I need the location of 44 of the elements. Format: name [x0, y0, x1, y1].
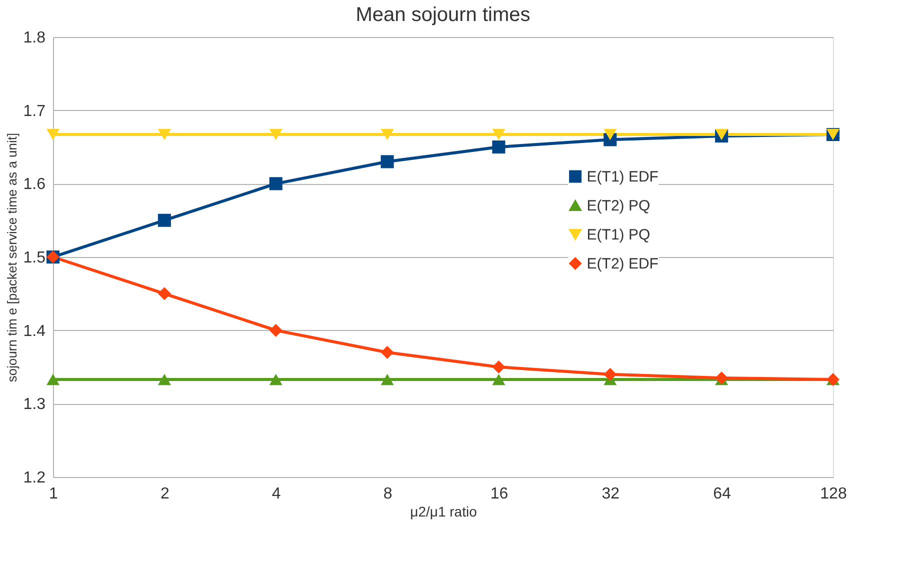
- point: [492, 374, 506, 386]
- point: [380, 128, 394, 140]
- point: [604, 128, 617, 140]
- x-tick-label: 32: [602, 486, 620, 502]
- y-tick-label: 1.2: [23, 470, 46, 486]
- x-tick-label: 2: [160, 486, 170, 502]
- point: [269, 128, 282, 140]
- y-tick-label: 1.7: [23, 102, 46, 120]
- legend-label: E(T2) PQ: [586, 198, 650, 214]
- point: [269, 374, 282, 386]
- chart-title: Mean sojourn times: [356, 4, 530, 26]
- point: [158, 214, 171, 227]
- legend-label: E(T1) PQ: [586, 226, 650, 244]
- x-tick-label: 4: [272, 486, 281, 502]
- point: [46, 128, 60, 140]
- point: [715, 371, 728, 385]
- point: [158, 287, 171, 300]
- point: [604, 368, 617, 381]
- point: [380, 155, 394, 168]
- point: [380, 374, 394, 386]
- y-tick-label: 1.6: [23, 176, 46, 194]
- y-tick-label: 1.5: [23, 250, 46, 266]
- y-tick-label: 1.4: [23, 322, 46, 340]
- x-tick-label: 16: [490, 486, 508, 502]
- legend-label: E(T2) EDF: [586, 256, 658, 272]
- x-tick-label: 64: [713, 486, 732, 502]
- y-tick-label: 1.8: [23, 30, 46, 46]
- point: [492, 140, 506, 154]
- point: [158, 374, 171, 386]
- y-axis-title: sojourn tim e [packet service time as a unit]: [4, 132, 20, 382]
- point: [158, 128, 171, 140]
- y-tick-label: 1.3: [23, 396, 46, 414]
- point: [269, 324, 282, 337]
- point: [269, 177, 282, 190]
- point: [492, 128, 506, 140]
- point: [715, 128, 728, 140]
- point: [492, 360, 506, 374]
- x-tick-label: 1: [49, 486, 58, 502]
- x-tick-label: 128: [820, 486, 847, 502]
- legend-label: E(T1) EDF: [586, 168, 658, 186]
- point: [380, 346, 394, 359]
- x-tick-label: 8: [383, 486, 392, 502]
- point: [46, 374, 60, 386]
- x-axis-title: μ2/μ1 ratio: [410, 504, 478, 520]
